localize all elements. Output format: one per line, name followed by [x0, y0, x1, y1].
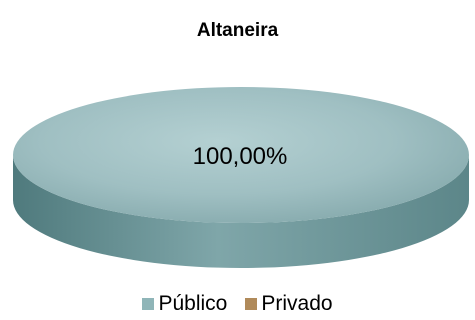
legend-label: Público	[158, 292, 228, 315]
pie-slice-publico-side	[13, 155, 469, 268]
pie-slice-publico-top	[13, 87, 469, 223]
legend-item: Privado	[245, 292, 333, 316]
legend: Público Privado	[0, 292, 475, 316]
pie-slice-publico	[13, 87, 469, 268]
legend-swatch	[142, 298, 155, 310]
legend-item: Público	[142, 292, 227, 316]
chart-title: Altaneira	[196, 20, 279, 41]
legend-swatch	[245, 298, 258, 310]
legend-label: Privado	[261, 292, 333, 315]
data-label: 100,00%	[193, 143, 288, 170]
